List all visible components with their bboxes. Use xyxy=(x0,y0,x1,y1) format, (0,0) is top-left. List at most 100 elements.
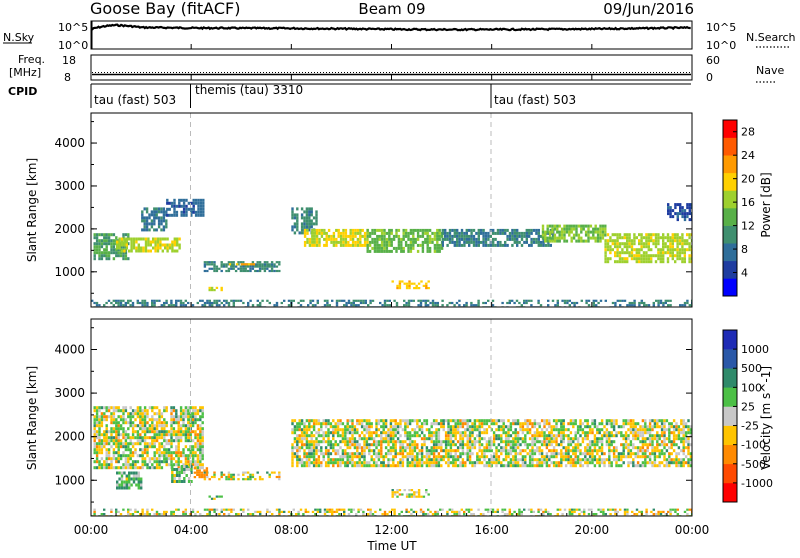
heatmap-cell xyxy=(98,424,100,427)
heatmap-cell xyxy=(395,235,397,238)
heatmap-cell xyxy=(106,424,108,427)
heatmap-cell xyxy=(339,434,341,437)
heatmap-cell xyxy=(299,434,301,437)
heatmap-cell xyxy=(417,238,419,241)
heatmap-cell xyxy=(533,238,535,241)
heatmap-cell xyxy=(296,207,298,210)
heatmap-cell xyxy=(296,225,298,228)
heatmap-cell xyxy=(345,304,347,306)
heatmap-cell xyxy=(233,476,235,478)
heatmap-cell xyxy=(294,440,296,443)
heatmap-cell xyxy=(118,457,120,460)
heatmap-cell xyxy=(403,232,405,235)
heatmap-cell xyxy=(158,445,160,448)
heatmap-cell xyxy=(98,433,100,436)
heatmap-cell xyxy=(431,425,433,428)
heatmap-cell xyxy=(623,446,625,449)
heatmap-cell xyxy=(118,436,120,439)
heatmap-cell xyxy=(115,439,117,442)
heatmap-cell xyxy=(318,461,320,464)
heatmap-cell xyxy=(354,241,356,244)
heatmap-cell xyxy=(479,422,481,425)
heatmap-cell xyxy=(163,421,165,424)
heatmap-cell xyxy=(553,425,555,428)
heatmap-cell xyxy=(567,461,569,464)
heatmap-cell xyxy=(125,430,127,433)
heatmap-cell xyxy=(393,300,395,302)
heatmap-cell xyxy=(362,300,364,302)
heatmap-cell xyxy=(584,458,586,461)
heatmap-cell xyxy=(599,234,601,237)
heatmap-cell xyxy=(385,446,387,449)
heatmap-cell xyxy=(592,234,594,237)
heatmap-cell xyxy=(514,232,516,235)
heatmap-cell xyxy=(620,458,622,461)
heatmap-cell xyxy=(182,302,184,304)
heatmap-cell xyxy=(479,428,481,431)
heatmap-cell xyxy=(624,300,626,302)
heatmap-cell xyxy=(163,451,165,454)
heatmap-cell xyxy=(168,442,170,445)
heatmap-cell xyxy=(645,242,647,245)
heatmap-cell xyxy=(599,428,601,431)
heatmap-cell xyxy=(337,464,339,467)
heatmap-cell xyxy=(591,431,593,434)
heatmap-cell xyxy=(144,427,146,430)
heatmap-cell xyxy=(293,300,295,302)
heatmap-cell xyxy=(467,425,469,428)
heatmap-cell xyxy=(318,455,320,458)
heatmap-cell xyxy=(331,300,333,302)
heatmap-cell xyxy=(337,422,339,425)
heatmap-cell xyxy=(687,452,689,455)
heatmap-cell xyxy=(108,457,110,460)
heatmap-cell xyxy=(517,458,519,461)
heatmap-cell xyxy=(619,233,621,236)
heatmap-cell xyxy=(228,302,230,304)
heatmap-cell xyxy=(649,455,651,458)
heatmap-cell xyxy=(435,431,437,434)
heatmap-cell xyxy=(395,419,397,422)
heatmap-cell xyxy=(106,409,108,412)
heatmap-cell xyxy=(404,449,406,452)
heatmap-cell xyxy=(187,302,189,304)
heatmap-cell xyxy=(618,431,620,434)
heatmap-cell xyxy=(541,464,543,467)
heatmap-cell xyxy=(106,460,108,463)
colorbar-swatch xyxy=(723,120,737,138)
heatmap-cell xyxy=(608,446,610,449)
heatmap-cell xyxy=(369,235,371,238)
heatmap-cell xyxy=(230,511,232,513)
heatmap-cell xyxy=(434,302,436,304)
heatmap-cell xyxy=(464,464,466,467)
heatmap-cell xyxy=(447,455,449,458)
heatmap-cell xyxy=(185,430,187,433)
heatmap-cell xyxy=(166,439,168,442)
heatmap-cell xyxy=(411,496,413,498)
heatmap-cell xyxy=(233,509,235,511)
heatmap-cell xyxy=(456,235,458,238)
heatmap-cell xyxy=(621,300,623,302)
heatmap-cell xyxy=(638,302,640,304)
heatmap-cell xyxy=(330,425,332,428)
heatmap-cell xyxy=(130,454,132,457)
heatmap-cell xyxy=(506,229,508,232)
heatmap-cell xyxy=(675,428,677,431)
heatmap-cell xyxy=(428,434,430,437)
heatmap-cell xyxy=(411,449,413,452)
heatmap-cell xyxy=(153,302,155,304)
heatmap-cell xyxy=(98,257,100,260)
heatmap-cell xyxy=(512,461,514,464)
heatmap-cell xyxy=(517,443,519,446)
heatmap-cell xyxy=(328,235,330,238)
heatmap-cell xyxy=(120,466,122,469)
heatmap-cell xyxy=(542,237,544,240)
heatmap-cell xyxy=(171,214,173,217)
heatmap-cell xyxy=(511,232,513,235)
heatmap-cell xyxy=(684,239,686,242)
heatmap-cell xyxy=(469,458,471,461)
heatmap-cell xyxy=(683,458,685,461)
heatmap-cell xyxy=(414,434,416,437)
heatmap-cell xyxy=(175,451,177,454)
heatmap-cell xyxy=(483,431,485,434)
heatmap-cell xyxy=(144,300,146,302)
